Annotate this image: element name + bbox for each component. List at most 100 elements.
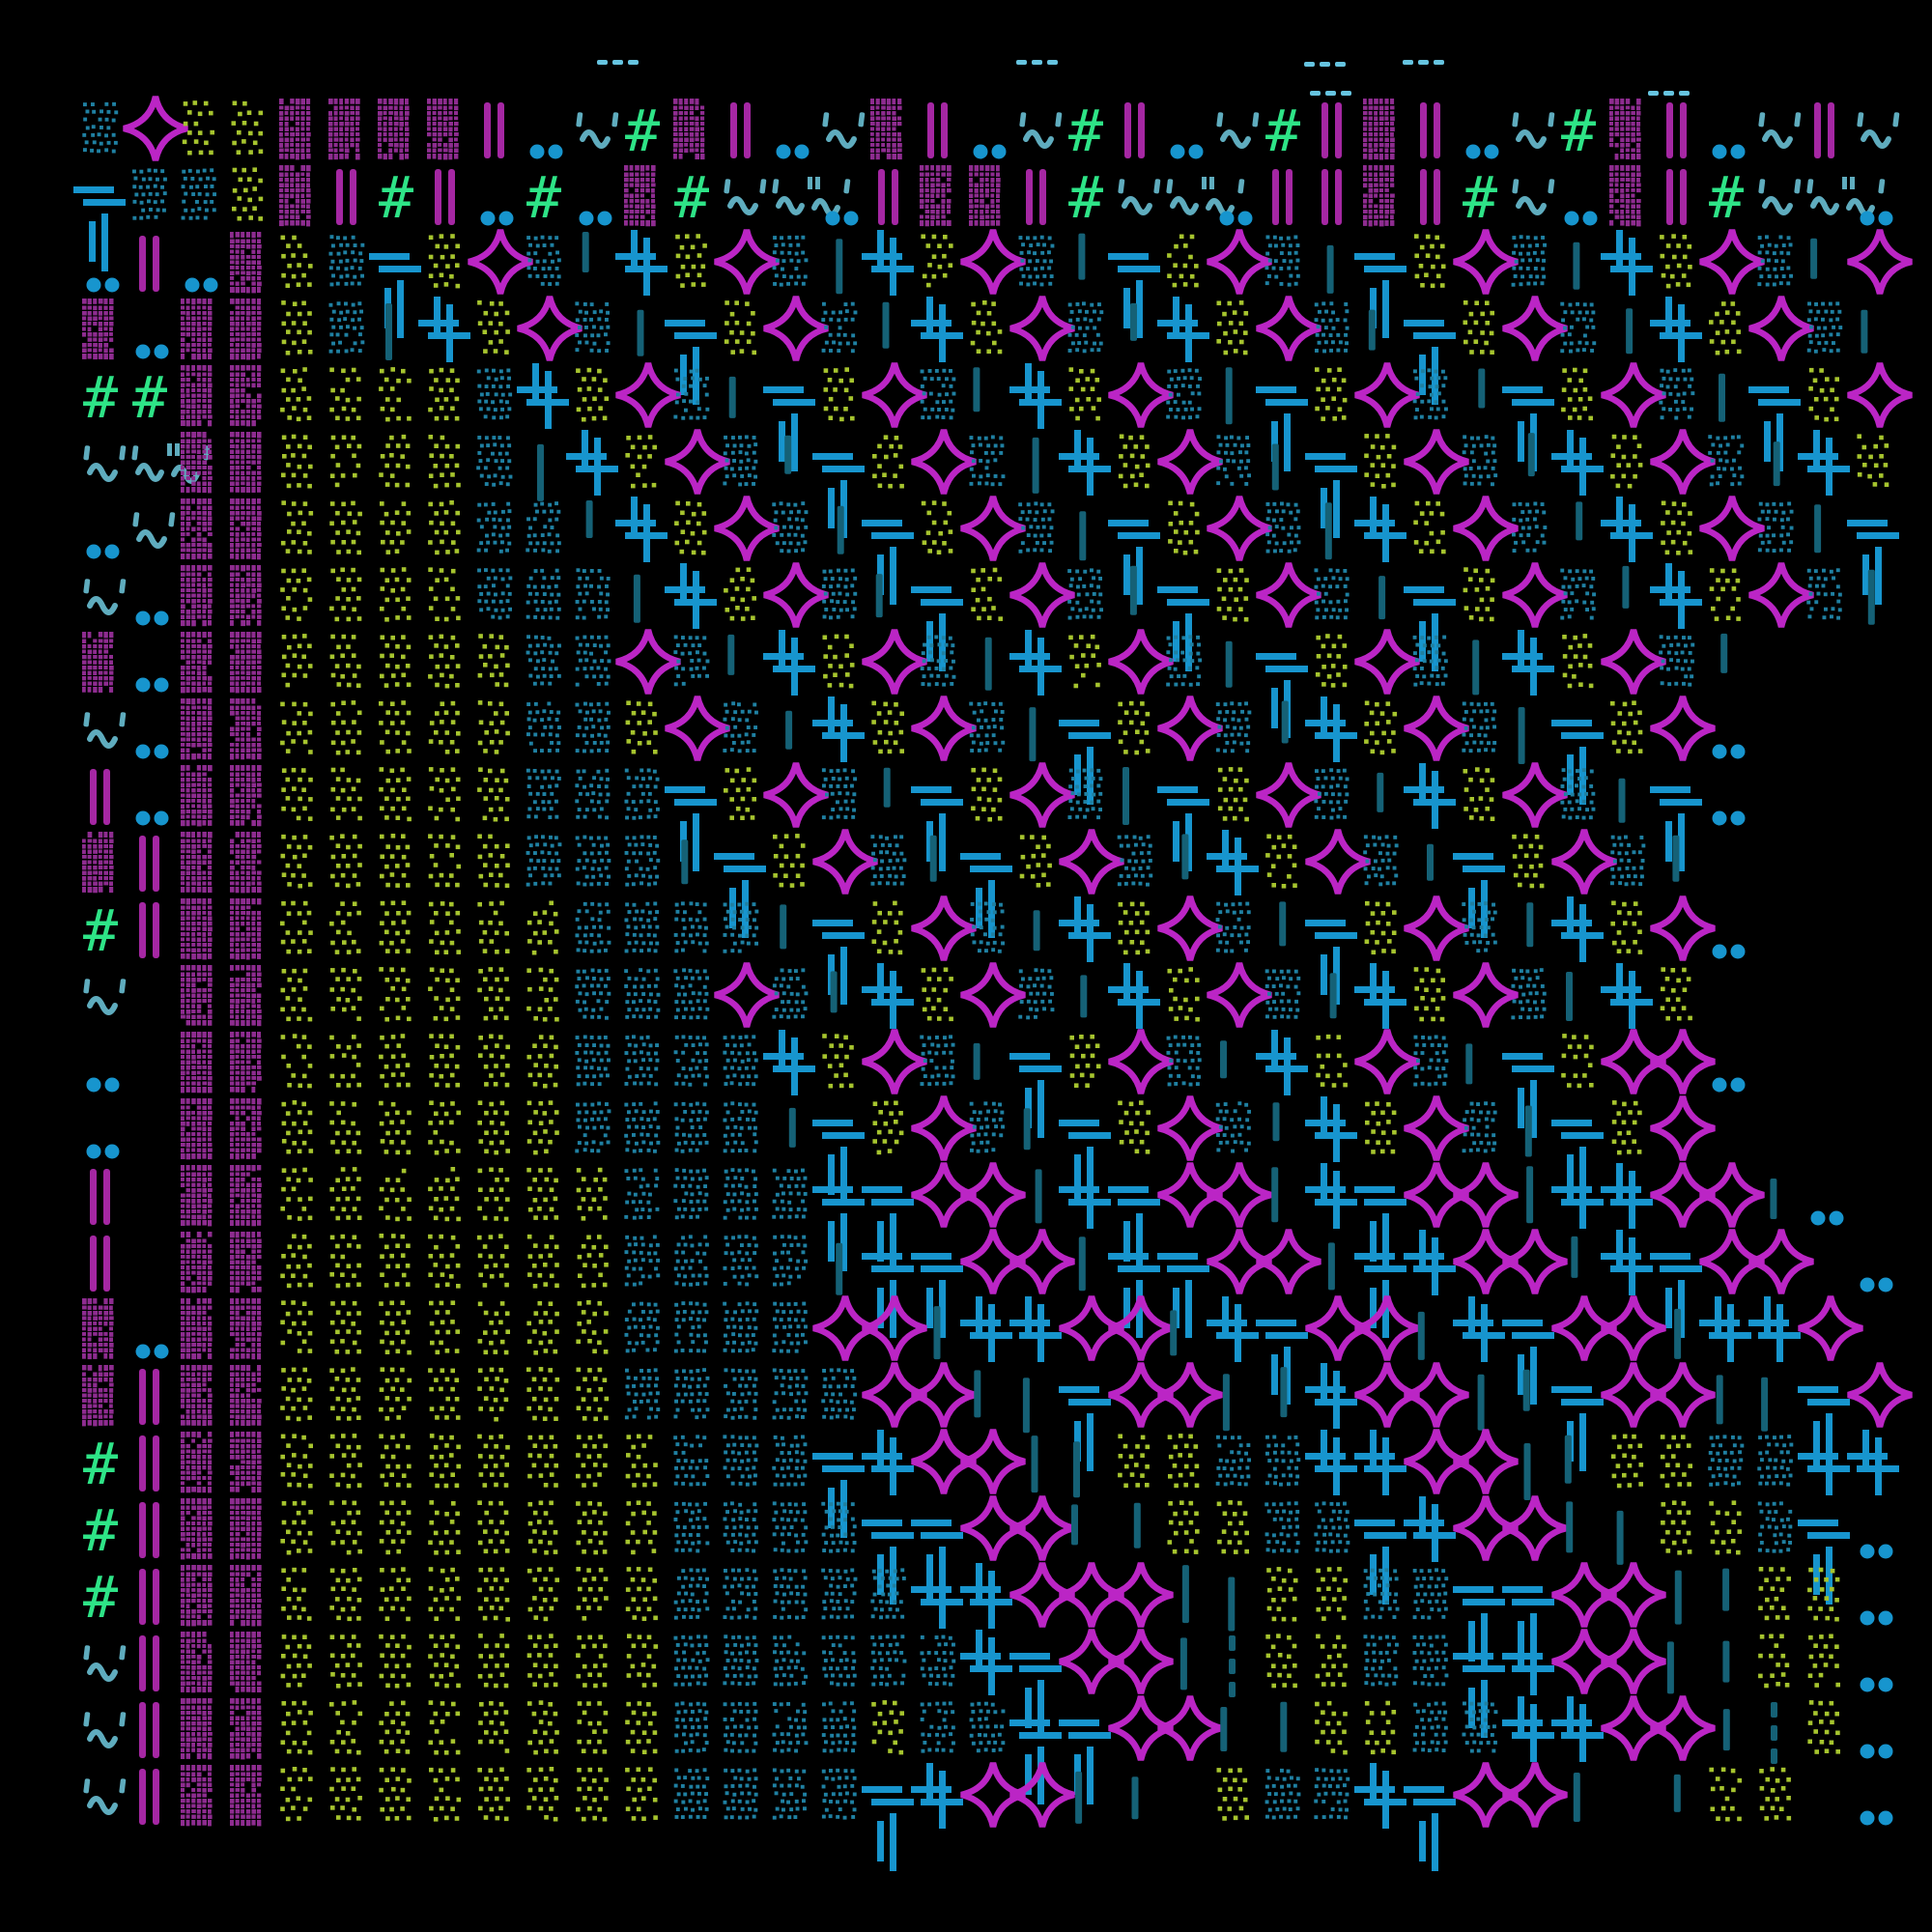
glyph-magenta-double-bar: [1321, 169, 1342, 225]
glyph-teal-dot-block: [575, 301, 610, 353]
glyph-magenta-waffle-block: [230, 298, 262, 360]
glyph-teal-dot-block: [821, 1502, 856, 1553]
glyph-yellow-dot-block: [626, 1567, 658, 1621]
glyph-dark-teal-bar: [1226, 367, 1233, 424]
glyph-yellow-dot-block: [379, 1634, 412, 1689]
glyph-hash-sign: #: [1561, 98, 1596, 165]
glyph-yellow-dot-block: [1217, 568, 1249, 621]
glyph-dark-teal-bar: [836, 1243, 842, 1295]
glyph-dark-teal-bar: [729, 377, 736, 418]
glyph-double-line-cross: [1798, 1520, 1850, 1605]
glyph-dark-teal-bar: [1667, 1641, 1674, 1693]
glyph-teal-dot-block: [1659, 635, 1694, 686]
glyph-sparkle-star: [764, 563, 828, 627]
glyph-double-line-cross: [1354, 963, 1406, 1029]
glyph-sparkle-star: [1010, 297, 1074, 360]
glyph-yellow-dot-block: [379, 1701, 410, 1754]
glyph-teal-dot-block: [1216, 1435, 1251, 1487]
glyph-hash-sign: #: [379, 164, 413, 232]
glyph-yellow-dot-block: [724, 767, 756, 820]
svg-text:#: #: [1709, 164, 1744, 232]
glyph-yellow-dot-block: [1316, 1035, 1348, 1088]
glyph-dark-teal-bar: [1674, 1775, 1681, 1812]
glyph-teal-dot-block: [625, 1368, 660, 1419]
glyph-sparkle-star: [1454, 1430, 1518, 1493]
glyph-yellow-dot-block: [329, 901, 361, 954]
glyph-magenta-waffle-block: [230, 1498, 262, 1560]
glyph-sparkle-star: [1503, 763, 1567, 827]
glyph-double-line-cross: [960, 1630, 1012, 1695]
glyph-teal-dot-block: [1265, 236, 1300, 287]
glyph-yellow-dot-block: [330, 768, 362, 821]
glyph-magenta-double-bar: [336, 169, 356, 225]
glyph-double-line-cross: [1404, 1230, 1456, 1295]
glyph-dark-teal-bar: [831, 971, 838, 1012]
glyph-dark-teal-bar: [1524, 1443, 1531, 1500]
glyph-yellow-dot-block: [428, 368, 460, 421]
svg-text:#: #: [625, 98, 660, 165]
glyph-double-line-cross: [763, 1030, 815, 1095]
glyph-magenta-waffle-block: [181, 765, 213, 826]
glyph-sparkle-star: [1503, 297, 1567, 360]
glyph-double-line-cross: [1650, 297, 1702, 362]
glyph-double-dots: [136, 678, 169, 693]
glyph-yellow-dot-block: [281, 768, 313, 821]
glyph-double-dots: [1171, 145, 1204, 159]
glyph-magenta-double-bar: [1272, 169, 1293, 225]
svg-text:#: #: [1068, 164, 1103, 232]
glyph-teal-dot-block: [1560, 768, 1595, 819]
glyph-yellow-dot-block: [527, 1035, 559, 1088]
glyph-dark-teal-bar: [1273, 1102, 1280, 1141]
glyph-double-line-cross: [1305, 1363, 1357, 1429]
glyph-yellow-dot-block: [1119, 902, 1151, 955]
glyph-teal-dot-block: [970, 1101, 1005, 1152]
glyph-dark-teal-bar: [1377, 773, 1383, 812]
glyph-teal-dot-block: [1314, 768, 1349, 819]
glyph-teal-dot-block: [772, 1501, 808, 1552]
glyph-quote-tilde-quote: [1118, 179, 1160, 213]
glyph-magenta-waffle-block: [230, 432, 262, 493]
glyph-magenta-waffle-block: [230, 765, 262, 826]
glyph-sparkle-star: [1405, 1363, 1468, 1427]
glyph-yellow-dot-block: [428, 968, 460, 1022]
glyph-sparkle-star: [912, 430, 976, 494]
glyph-magenta-waffle-block: [230, 832, 262, 893]
glyph-yellow-dot-block: [281, 500, 313, 554]
glyph-yellow-dot-block: [379, 435, 410, 488]
glyph-yellow-dot-block: [1463, 300, 1495, 355]
glyph-sparkle-star: [1405, 1096, 1468, 1160]
glyph-teal-dot-block: [1364, 1634, 1399, 1686]
glyph-magenta-waffle-block: [181, 1498, 213, 1559]
glyph-yellow-dot-block: [1661, 1435, 1692, 1488]
glyph-double-line-cross: [1502, 1696, 1554, 1762]
glyph-double-line-cross: [1059, 1163, 1111, 1229]
glyph-double-line-cross: [615, 230, 668, 296]
glyph-dark-teal-bar: [1223, 1374, 1230, 1431]
glyph-yellow-dot-block: [380, 900, 412, 953]
glyph-teal-dot-block: [772, 1302, 808, 1353]
glyph-teal-dot-block: [1265, 502, 1300, 554]
glyph-yellow-dot-block: [429, 701, 461, 754]
glyph-yellow-dot-block: [872, 435, 904, 488]
svg-text:#: #: [1068, 98, 1103, 165]
glyph-yellow-dot-block: [232, 101, 264, 156]
glyph-yellow-dot-block: [971, 768, 1002, 822]
glyph-double-line-cross: [1305, 696, 1357, 762]
glyph-magenta-waffle-block: [181, 365, 213, 426]
glyph-dark-teal-bar: [836, 239, 842, 294]
glyph-quote-tilde-quote: [83, 712, 126, 746]
glyph-yellow-dot-block: [232, 167, 263, 220]
glyph-magenta-double-bar: [139, 236, 159, 292]
glyph-dark-teal-bar: [974, 1043, 980, 1080]
glyph-sparkle-star: [1158, 696, 1222, 760]
glyph-dark-teal-bar: [1519, 707, 1525, 764]
glyph-double-line-cross: [1502, 1630, 1554, 1695]
glyph-dark-teal-bar: [1478, 369, 1485, 409]
glyph-sparkle-star: [469, 230, 532, 294]
glyph-light-dashes: [1403, 60, 1444, 65]
glyph-teal-dot-block: [625, 902, 660, 953]
glyph-hash-sign: #: [1265, 98, 1300, 165]
glyph-sparkle-star: [1257, 1230, 1321, 1293]
glyph-dark-teal-bar: [930, 836, 937, 882]
glyph-yellow-dot-block: [380, 567, 412, 621]
